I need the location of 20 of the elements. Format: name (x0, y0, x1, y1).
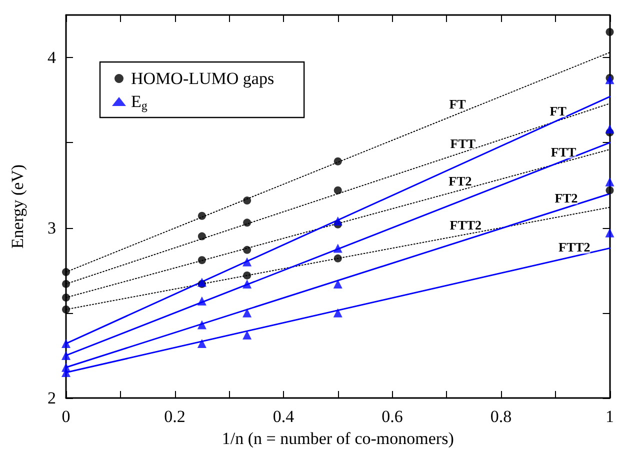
x-tick-label: 1 (606, 407, 614, 426)
annotation: FTT (450, 136, 476, 151)
y-tick-label: 3 (48, 218, 56, 238)
annotation: FT2 (448, 173, 472, 188)
x-axis-title: 1/n (n = number of co-monomers) (222, 428, 454, 448)
annotation: FTT2 (450, 218, 482, 233)
x-tick-label: 0.2 (164, 407, 186, 426)
x-tick-label: 0 (62, 407, 70, 426)
annotation: FTT (550, 144, 576, 160)
annotation: FT (550, 104, 567, 119)
x-tick-label: 0.4 (272, 407, 295, 426)
y-tick-label: 2 (48, 388, 56, 408)
annotation: FT2 (554, 190, 578, 206)
x-tick-label: 0.8 (490, 407, 512, 426)
x-tick-label: 0.6 (382, 407, 403, 426)
annotation: FTT2 (558, 240, 590, 255)
y-tick-label: 4 (48, 48, 56, 68)
y-axis-title: Energy (eV) (8, 164, 27, 249)
annotation: FT (449, 96, 466, 112)
legend-label: HOMO-LUMO gaps (131, 69, 274, 88)
